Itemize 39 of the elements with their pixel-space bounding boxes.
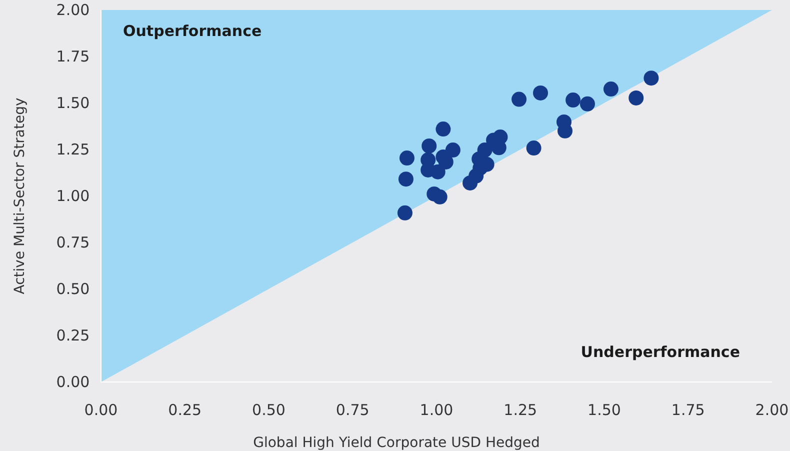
point xyxy=(628,90,644,106)
point xyxy=(512,92,527,107)
y-tick-label: 0.50 xyxy=(56,280,90,298)
x-axis-title: Global High Yield Corporate USD Hedged xyxy=(253,435,540,451)
x-tick-label: 2.00 xyxy=(755,401,789,419)
point xyxy=(432,189,448,204)
point xyxy=(533,85,548,100)
y-tick-label: 1.00 xyxy=(56,187,90,205)
y-tick-label: 1.50 xyxy=(56,94,90,112)
point xyxy=(397,205,412,220)
point xyxy=(580,96,595,112)
x-tick-label: 1.50 xyxy=(588,401,621,419)
point xyxy=(399,150,414,166)
x-tick-label: 0.75 xyxy=(336,401,370,419)
point xyxy=(436,122,451,137)
annotation: Underperformance xyxy=(580,343,740,361)
point xyxy=(398,172,414,187)
y-tick-label: 1.75 xyxy=(56,48,90,66)
point xyxy=(430,164,446,180)
y-tick-label: 0.75 xyxy=(56,234,90,252)
x-tick-label: 0.50 xyxy=(252,401,286,419)
x-tick-label: 1.75 xyxy=(671,401,705,419)
x-tick-label: 0.25 xyxy=(168,401,202,419)
point xyxy=(566,92,581,108)
point xyxy=(644,70,659,86)
point xyxy=(445,142,460,158)
y-tick-label: 0.25 xyxy=(56,326,90,344)
point xyxy=(603,82,618,97)
x-tick-label: 0.00 xyxy=(84,401,118,419)
x-tick-label: 1.25 xyxy=(504,401,538,419)
y-axis-title: Active Multi-Sector Strategy xyxy=(12,98,28,294)
annotation: Outperformance xyxy=(123,22,262,40)
y-tick-label: 0.00 xyxy=(56,373,90,391)
point xyxy=(526,140,542,156)
y-tick-label: 1.25 xyxy=(56,140,90,158)
point xyxy=(422,138,437,154)
point xyxy=(477,142,492,158)
x-tick-label: 1.00 xyxy=(420,401,454,419)
y-tick-label: 2.00 xyxy=(56,1,90,19)
